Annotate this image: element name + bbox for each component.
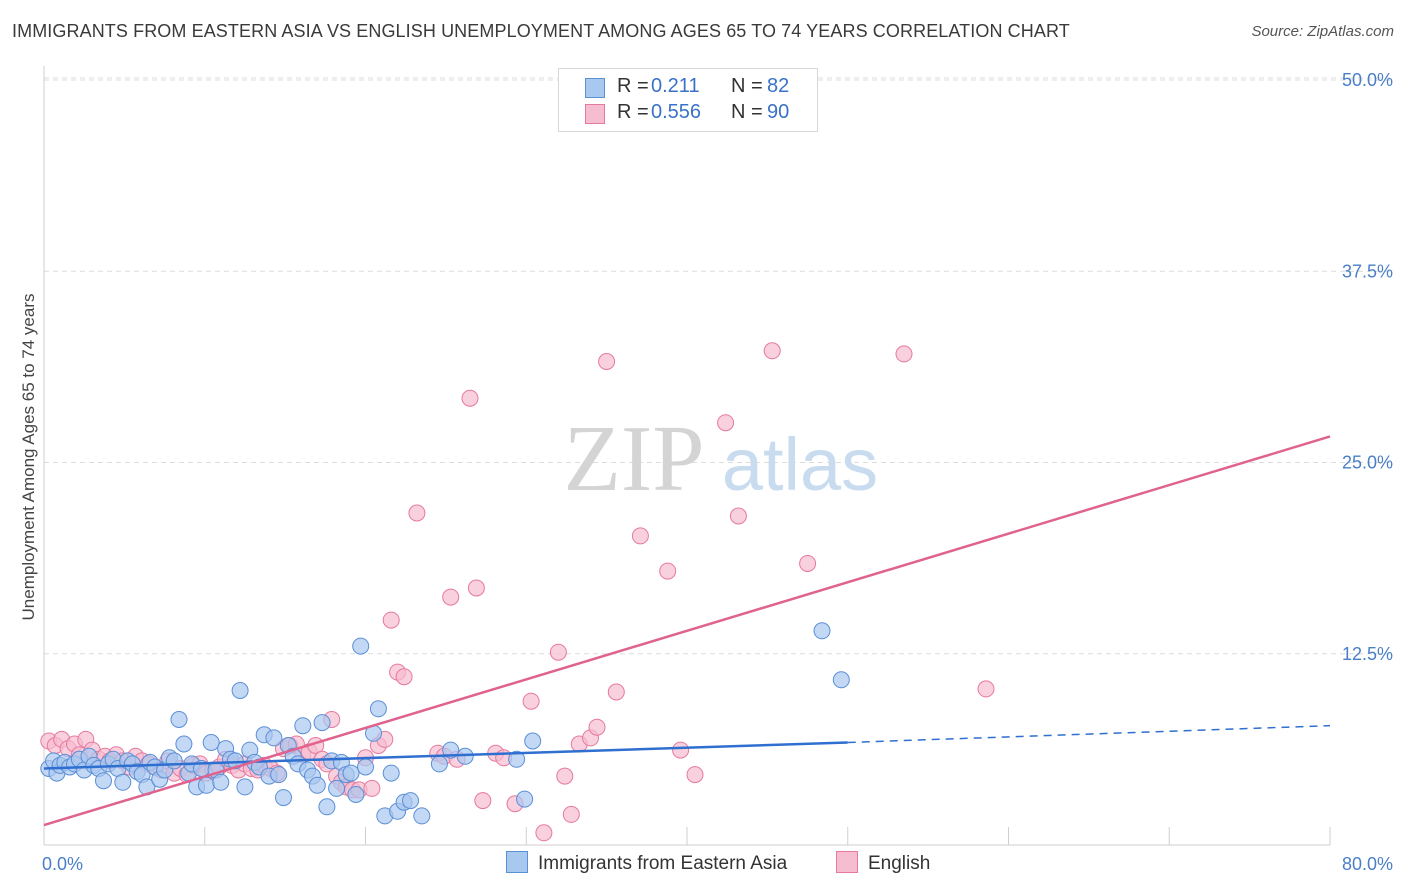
point-eastern-asia bbox=[347, 786, 365, 803]
r-value: 0.211 bbox=[651, 75, 700, 97]
point-eastern-asia bbox=[524, 732, 542, 750]
point-english bbox=[686, 766, 704, 784]
point-eastern-asia bbox=[369, 700, 387, 718]
point-eastern-asia bbox=[165, 752, 183, 770]
point-eastern-asia bbox=[430, 755, 448, 773]
point-english bbox=[598, 353, 616, 370]
point-english bbox=[363, 779, 381, 797]
point-eastern-asia bbox=[308, 776, 326, 794]
point-english bbox=[522, 692, 540, 710]
point-eastern-asia bbox=[202, 734, 220, 751]
point-english bbox=[556, 767, 574, 785]
point-eastern-asia bbox=[275, 789, 292, 807]
y-tick-label: 25.0% bbox=[1342, 453, 1393, 473]
legend-item-eastern-asia: Immigrants from Eastern Asia bbox=[506, 851, 787, 875]
grid-lines bbox=[44, 77, 1392, 655]
point-eastern-asia bbox=[197, 776, 215, 794]
axes bbox=[43, 66, 1331, 846]
point-eastern-asia bbox=[813, 622, 831, 640]
y-tick-label: 37.5% bbox=[1342, 261, 1393, 281]
watermark-zip: ZIP bbox=[564, 407, 705, 511]
point-english bbox=[395, 668, 413, 686]
point-eastern-asia bbox=[236, 778, 254, 796]
y-tick-label: 50.0% bbox=[1342, 70, 1393, 90]
point-eastern-asia bbox=[508, 750, 526, 768]
point-eastern-asia bbox=[328, 779, 346, 797]
point-english bbox=[977, 680, 995, 698]
point-english bbox=[549, 643, 567, 661]
point-eastern-asia bbox=[357, 758, 374, 776]
point-english bbox=[588, 718, 606, 736]
point-english bbox=[659, 562, 677, 580]
point-eastern-asia bbox=[413, 807, 431, 825]
data-points bbox=[40, 109, 995, 842]
pink-swatch bbox=[836, 851, 858, 873]
n-value: 90 bbox=[767, 101, 790, 123]
r-label: R = bbox=[617, 101, 649, 123]
point-english bbox=[442, 588, 460, 606]
point-eastern-asia bbox=[352, 637, 370, 655]
point-english bbox=[382, 611, 400, 629]
blue-swatch bbox=[506, 851, 528, 873]
point-eastern-asia bbox=[832, 671, 850, 689]
point-eastern-asia bbox=[382, 764, 400, 782]
point-english bbox=[474, 792, 492, 810]
trend-line-eastern-asia bbox=[43, 741, 848, 770]
blue-swatch bbox=[585, 78, 605, 98]
point-eastern-asia bbox=[95, 772, 112, 790]
point-eastern-asia bbox=[270, 766, 288, 784]
correlation-legend: R = 0.211 N = 82 R = 0.556 N = 90 bbox=[558, 68, 818, 132]
point-eastern-asia bbox=[294, 717, 312, 735]
chart-title: IMMIGRANTS FROM EASTERN ASIA VS ENGLISH … bbox=[12, 21, 1070, 41]
r-value: 0.556 bbox=[651, 101, 702, 123]
point-english bbox=[799, 555, 817, 572]
point-english bbox=[562, 805, 580, 823]
trend-line-english bbox=[43, 435, 1331, 827]
point-eastern-asia bbox=[342, 764, 360, 782]
point-eastern-asia bbox=[170, 711, 188, 728]
point-english bbox=[467, 579, 485, 597]
point-eastern-asia bbox=[402, 792, 419, 810]
y-axis-label: Unemployment Among Ages 65 to 74 years bbox=[19, 294, 38, 621]
point-eastern-asia bbox=[318, 798, 336, 816]
point-english bbox=[895, 345, 913, 363]
x-tick-label: 0.0% bbox=[42, 854, 83, 874]
point-english bbox=[672, 741, 690, 759]
y-tick-label: 12.5% bbox=[1342, 644, 1393, 664]
n-value: 82 bbox=[767, 75, 790, 97]
trend-lines bbox=[43, 435, 1331, 827]
point-english bbox=[535, 824, 553, 842]
point-eastern-asia bbox=[114, 773, 132, 791]
point-eastern-asia bbox=[231, 682, 249, 699]
point-english bbox=[461, 389, 479, 407]
point-english bbox=[729, 507, 747, 525]
point-english bbox=[408, 504, 426, 522]
point-english bbox=[717, 414, 735, 432]
point-english bbox=[631, 527, 649, 545]
point-eastern-asia bbox=[516, 790, 534, 808]
source-note: Source: ZipAtlas.com bbox=[1251, 23, 1394, 40]
r-label: R = bbox=[617, 75, 649, 97]
trend-line-eastern-asia-extension bbox=[847, 724, 1331, 744]
n-label: N = bbox=[731, 101, 763, 123]
point-eastern-asia bbox=[175, 735, 193, 753]
watermark-atlas: atlas bbox=[722, 423, 878, 506]
tick-labels: 12.5% 25.0% 37.5% 50.0% 0.0% 80.0% bbox=[42, 70, 1393, 874]
x-tick-label: 80.0% bbox=[1342, 854, 1393, 874]
point-english bbox=[607, 683, 625, 701]
legend-item-english: English bbox=[836, 851, 930, 875]
point-eastern-asia bbox=[313, 714, 331, 732]
n-label: N = bbox=[731, 75, 763, 97]
point-eastern-asia bbox=[265, 729, 283, 747]
point-eastern-asia bbox=[212, 773, 230, 791]
point-english bbox=[763, 342, 781, 360]
pink-swatch bbox=[585, 104, 605, 124]
legend-label: English bbox=[868, 853, 931, 874]
legend-label: Immigrants from Eastern Asia bbox=[538, 853, 788, 874]
